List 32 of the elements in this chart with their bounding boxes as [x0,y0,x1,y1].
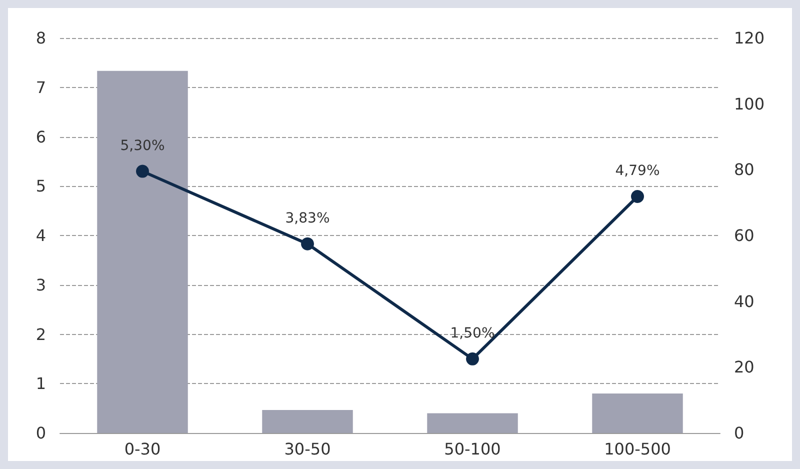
y2-tick-label: 20 [734,358,754,377]
x-tick-label: 30-50 [284,440,331,458]
point [631,190,644,203]
y2-tick-label: 100 [734,94,765,114]
bar [262,410,353,433]
data-label: 4,79% [615,162,660,179]
y2-tick-label: 80 [734,160,754,180]
y-tick-label: 8 [36,28,46,48]
point [466,352,479,366]
point [301,237,314,250]
bar [97,70,188,433]
x-tick-label: 0-30 [124,440,161,458]
y-tick-label: 7 [36,78,46,97]
x-tick-label: 50-100 [444,440,501,458]
y-tick-label: 2 [36,324,46,344]
data-label: 1,50% [450,325,495,342]
bar [592,394,683,433]
y-tick-label: 5 [36,176,46,196]
y2-tick-label: 0 [734,424,744,442]
y-tick-label: 1 [36,374,46,394]
y-tick-label: 6 [36,127,46,146]
data-label: 5,30% [120,138,165,154]
point [136,164,149,178]
x-tick-label: 100-500 [604,440,671,458]
y-tick-label: 3 [36,275,46,294]
y-tick-label: 4 [36,226,46,245]
y2-tick-label: 40 [734,292,754,311]
y2-tick-label: 60 [734,226,754,245]
bar [427,413,518,433]
y2-tick-label: 120 [734,28,765,48]
data-label: 3,83% [285,210,330,226]
y-tick-label: 0 [36,424,46,442]
